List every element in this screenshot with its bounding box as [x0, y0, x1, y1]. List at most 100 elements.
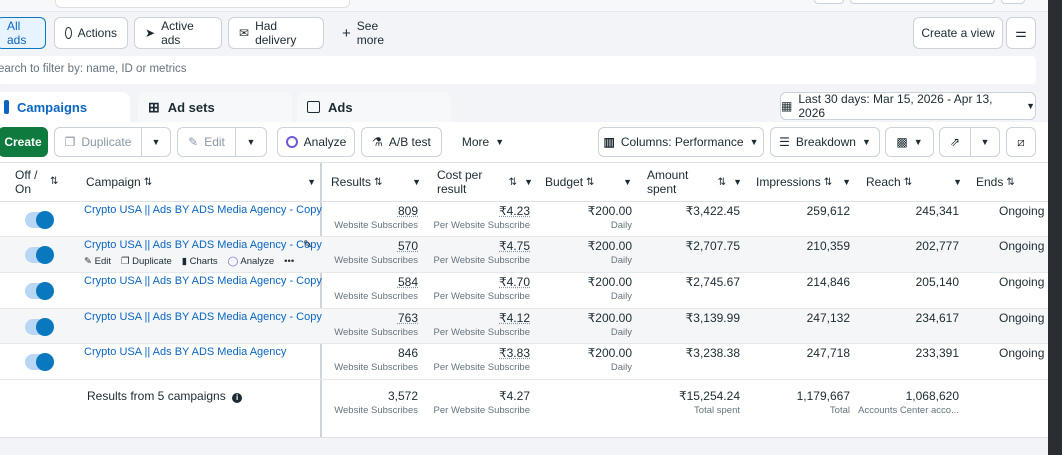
campaign-toggle[interactable]: [25, 282, 54, 300]
info-icon[interactable]: i: [232, 393, 243, 403]
top-strip-button[interactable]: [850, 0, 995, 4]
table-row[interactable]: Crypto USA || Ads BY ADS Media Agency 84…: [0, 344, 1048, 380]
export-icon: ⇗: [949, 135, 961, 149]
campaign-name-link[interactable]: Crypto USA || Ads BY ADS Media Agency - …: [84, 311, 322, 323]
tab-campaigns[interactable]: Campaigns: [0, 92, 130, 122]
row-edit-action[interactable]: ✎ Edit: [84, 256, 111, 267]
total-impressions-sub: Total: [829, 405, 850, 416]
header-amount-spent[interactable]: Amount spent ⇅ ▼: [647, 163, 742, 201]
edit-dropdown[interactable]: ▼: [235, 127, 267, 157]
sort-icon: ⇅: [903, 176, 913, 188]
top-strip-button[interactable]: [814, 0, 844, 4]
search-bar[interactable]: earch to filter by: name, ID or metrics: [0, 56, 1036, 84]
chevron-down-icon: ▼: [623, 177, 632, 187]
row-duplicate-action[interactable]: ❐ Duplicate: [121, 256, 172, 267]
tab-ad-sets[interactable]: ⊞ Ad sets: [138, 92, 292, 122]
table-row[interactable]: Crypto USA || Ads BY ADS Media Agency - …: [0, 273, 1048, 309]
table-row[interactable]: Crypto USA || Ads BY ADS Media Agency - …: [0, 309, 1048, 344]
export-button[interactable]: ⇗: [939, 127, 971, 157]
active-ads-chip[interactable]: ➤ Active ads: [134, 17, 222, 49]
columns-button[interactable]: ▥ Columns: Performance ▼: [598, 127, 764, 157]
campaign-toggle[interactable]: [25, 318, 54, 336]
ends-value: Ongoing: [999, 239, 1045, 253]
toggle-knob: [36, 282, 54, 300]
reports-button[interactable]: ▩ ▼: [885, 127, 934, 157]
cost-value: ₹4.23: [499, 204, 530, 218]
budget-value: ₹200.00: [587, 239, 632, 253]
ab-test-button[interactable]: ⚗ A/B test: [361, 127, 442, 157]
totals-label-text: Results from 5 campaigns: [87, 389, 226, 403]
results-value: 584: [397, 275, 418, 289]
edit-button[interactable]: ✎ Edit: [177, 127, 236, 157]
see-more-chip[interactable]: + See more: [332, 17, 412, 49]
campaign-name-link[interactable]: Crypto USA || Ads BY ADS Media Agency - …: [84, 204, 322, 216]
row-analyze-action[interactable]: ◯ Analyze: [228, 256, 275, 267]
calendar-icon: ▦: [781, 99, 793, 113]
campaign-toggle[interactable]: [25, 246, 54, 264]
chevron-down-icon: ▼: [913, 137, 923, 147]
header-campaign[interactable]: Campaign ⇅ ▼: [86, 163, 316, 201]
campaign-toggle[interactable]: [25, 211, 54, 229]
table-row[interactable]: Crypto USA || Ads BY ADS Media Agency - …: [0, 202, 1048, 237]
header-impressions-label: Impressions: [756, 175, 821, 189]
chevron-down-icon: ▼: [307, 177, 316, 187]
search-input[interactable]: earch to filter by: name, ID or metrics: [0, 63, 187, 75]
actions-chip[interactable]: Actions: [54, 17, 128, 49]
budget-sub: Daily: [610, 255, 632, 266]
campaign-name-link[interactable]: Crypto USA || Ads BY ADS Media Agency: [84, 346, 287, 358]
mail-icon: ✉: [239, 26, 250, 40]
chevron-down-icon: ▼: [749, 137, 759, 147]
tab-ads[interactable]: Ads: [297, 92, 451, 122]
table-row[interactable]: Crypto USA || Ads BY ADS Media Agency - …: [0, 237, 1048, 273]
sort-icon: ⇅: [823, 176, 833, 188]
total-reach-sub: Accounts Center acco...: [858, 405, 959, 416]
chevron-down-icon: ▼: [524, 177, 533, 187]
filter-settings-button[interactable]: ⚌: [1006, 17, 1036, 49]
sort-icon: ⇅: [508, 176, 517, 188]
see-more-label: See more: [356, 19, 385, 47]
header-ends[interactable]: Ends ⇅: [976, 163, 1046, 201]
duplicate-button[interactable]: ❐ Duplicate: [54, 127, 142, 157]
header-impressions[interactable]: Impressions ⇅ ▼: [756, 163, 851, 201]
duplicate-icon: ❐: [64, 135, 76, 149]
more-button[interactable]: More ▼: [452, 127, 514, 157]
total-spent-sub: Total spent: [694, 405, 740, 416]
impressions-value: 210,359: [806, 239, 850, 253]
header-results[interactable]: Results ⇅ ▼: [331, 163, 421, 201]
results-sub: Website Subscribes: [334, 220, 418, 231]
date-range-picker[interactable]: ▦ Last 30 days: Mar 15, 2026 - Apr 13, 2…: [780, 92, 1036, 120]
results-value: 809: [397, 204, 418, 218]
reach-value: 234,617: [915, 311, 959, 325]
all-ads-chip[interactable]: All ads: [0, 17, 46, 49]
top-strip-button[interactable]: [1001, 0, 1025, 4]
duplicate-dropdown[interactable]: ▼: [141, 127, 171, 157]
campaign-name-link[interactable]: Crypto USA || Ads BY ADS Media Agency - …: [84, 239, 322, 251]
pencil-icon[interactable]: ✎: [303, 239, 313, 251]
sliders-icon: ⚌: [1015, 25, 1027, 40]
had-delivery-chip[interactable]: ✉ Had delivery: [228, 17, 324, 49]
row-more-action[interactable]: •••: [284, 256, 295, 267]
header-off-on-label-2: On: [15, 182, 32, 196]
export-dropdown[interactable]: ▼: [970, 127, 1000, 157]
analyze-button[interactable]: Analyze: [277, 127, 355, 157]
create-view-button[interactable]: Create a view: [913, 17, 1003, 49]
row-charts-action[interactable]: ▮ Charts: [182, 256, 218, 267]
actions-label: Actions: [77, 26, 117, 40]
header-amount-wrap: Amount spent: [647, 168, 688, 196]
sort-icon[interactable]: ⇅: [50, 176, 59, 187]
ends-value: Ongoing: [999, 204, 1045, 218]
header-cost-per-result[interactable]: Cost per result ⇅ ▼: [437, 163, 533, 201]
chevron-down-icon: ▼: [953, 177, 962, 187]
create-button[interactable]: Create: [0, 127, 48, 157]
impressions-value: 247,718: [806, 346, 850, 360]
campaign-toggle[interactable]: [25, 353, 54, 371]
chart-view-button[interactable]: ⧄: [1006, 127, 1036, 157]
cost-sub: Per Website Subscribe: [433, 220, 530, 231]
header-off-on[interactable]: Off / On: [15, 163, 65, 201]
breakdown-button[interactable]: ☰ Breakdown ▼: [770, 127, 880, 157]
campaign-name-link[interactable]: Crypto USA || Ads BY ADS Media Agency - …: [84, 275, 322, 287]
budget-sub: Daily: [610, 362, 632, 373]
header-budget[interactable]: Budget ⇅ ▼: [545, 163, 632, 201]
header-reach[interactable]: Reach ⇅ ▼: [866, 163, 962, 201]
budget-value: ₹200.00: [587, 275, 632, 289]
